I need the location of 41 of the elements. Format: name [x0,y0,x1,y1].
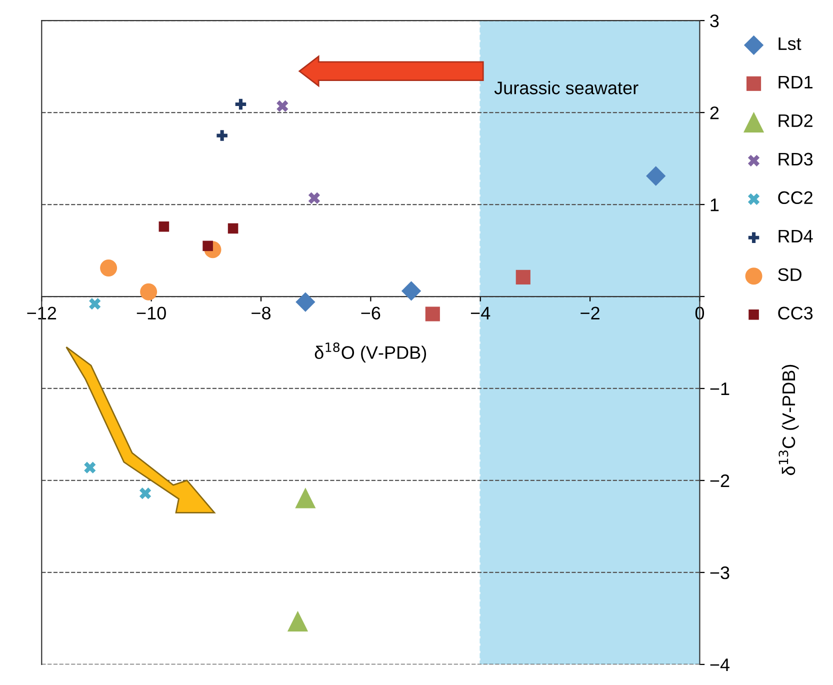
point [295,488,316,508]
y-tick-label: −3 [710,566,730,580]
point [516,270,530,284]
y-tick-label: 1 [710,198,719,212]
x-tick-label: −4 [470,306,490,320]
point [401,281,422,301]
x-tick-label: −8 [252,306,271,320]
x-tick-label: −10 [136,306,166,320]
point [646,166,666,186]
y-tick-label: −4 [710,658,730,671]
legend-label: SD [778,268,802,282]
point [139,488,152,500]
y-tick-label: 3 [710,14,719,28]
legend-label: CC2 [778,191,812,204]
point [158,221,170,232]
point [216,130,228,141]
point [308,192,320,204]
point [89,298,101,310]
point [287,610,308,632]
point [425,306,440,322]
y-tick-label: −2 [710,474,730,488]
point [296,292,316,312]
x-tick-label: −6 [361,306,380,320]
legend-label: RD3 [778,152,813,166]
legend-label: RD1 [778,76,812,88]
y-axis-title: δ$^{13}$C (V-PDB) [778,364,799,476]
point [276,100,288,112]
point [84,462,96,474]
point [235,98,246,110]
point [140,283,158,300]
x-axis-title: δ$^{18}$O (V-PDB) [314,342,426,363]
point [228,223,238,234]
x-tick-label: −2 [580,306,600,320]
legend-label: CC3 [778,306,813,320]
y-tick-label: −1 [710,382,730,396]
band-label: Jurassic seawater [494,81,638,94]
point [100,259,118,276]
legend-label: Lst [778,37,802,50]
legend-label: RD4 [778,230,813,242]
legend-label: RD2 [778,114,812,127]
y-tick-label: 2 [710,106,719,120]
